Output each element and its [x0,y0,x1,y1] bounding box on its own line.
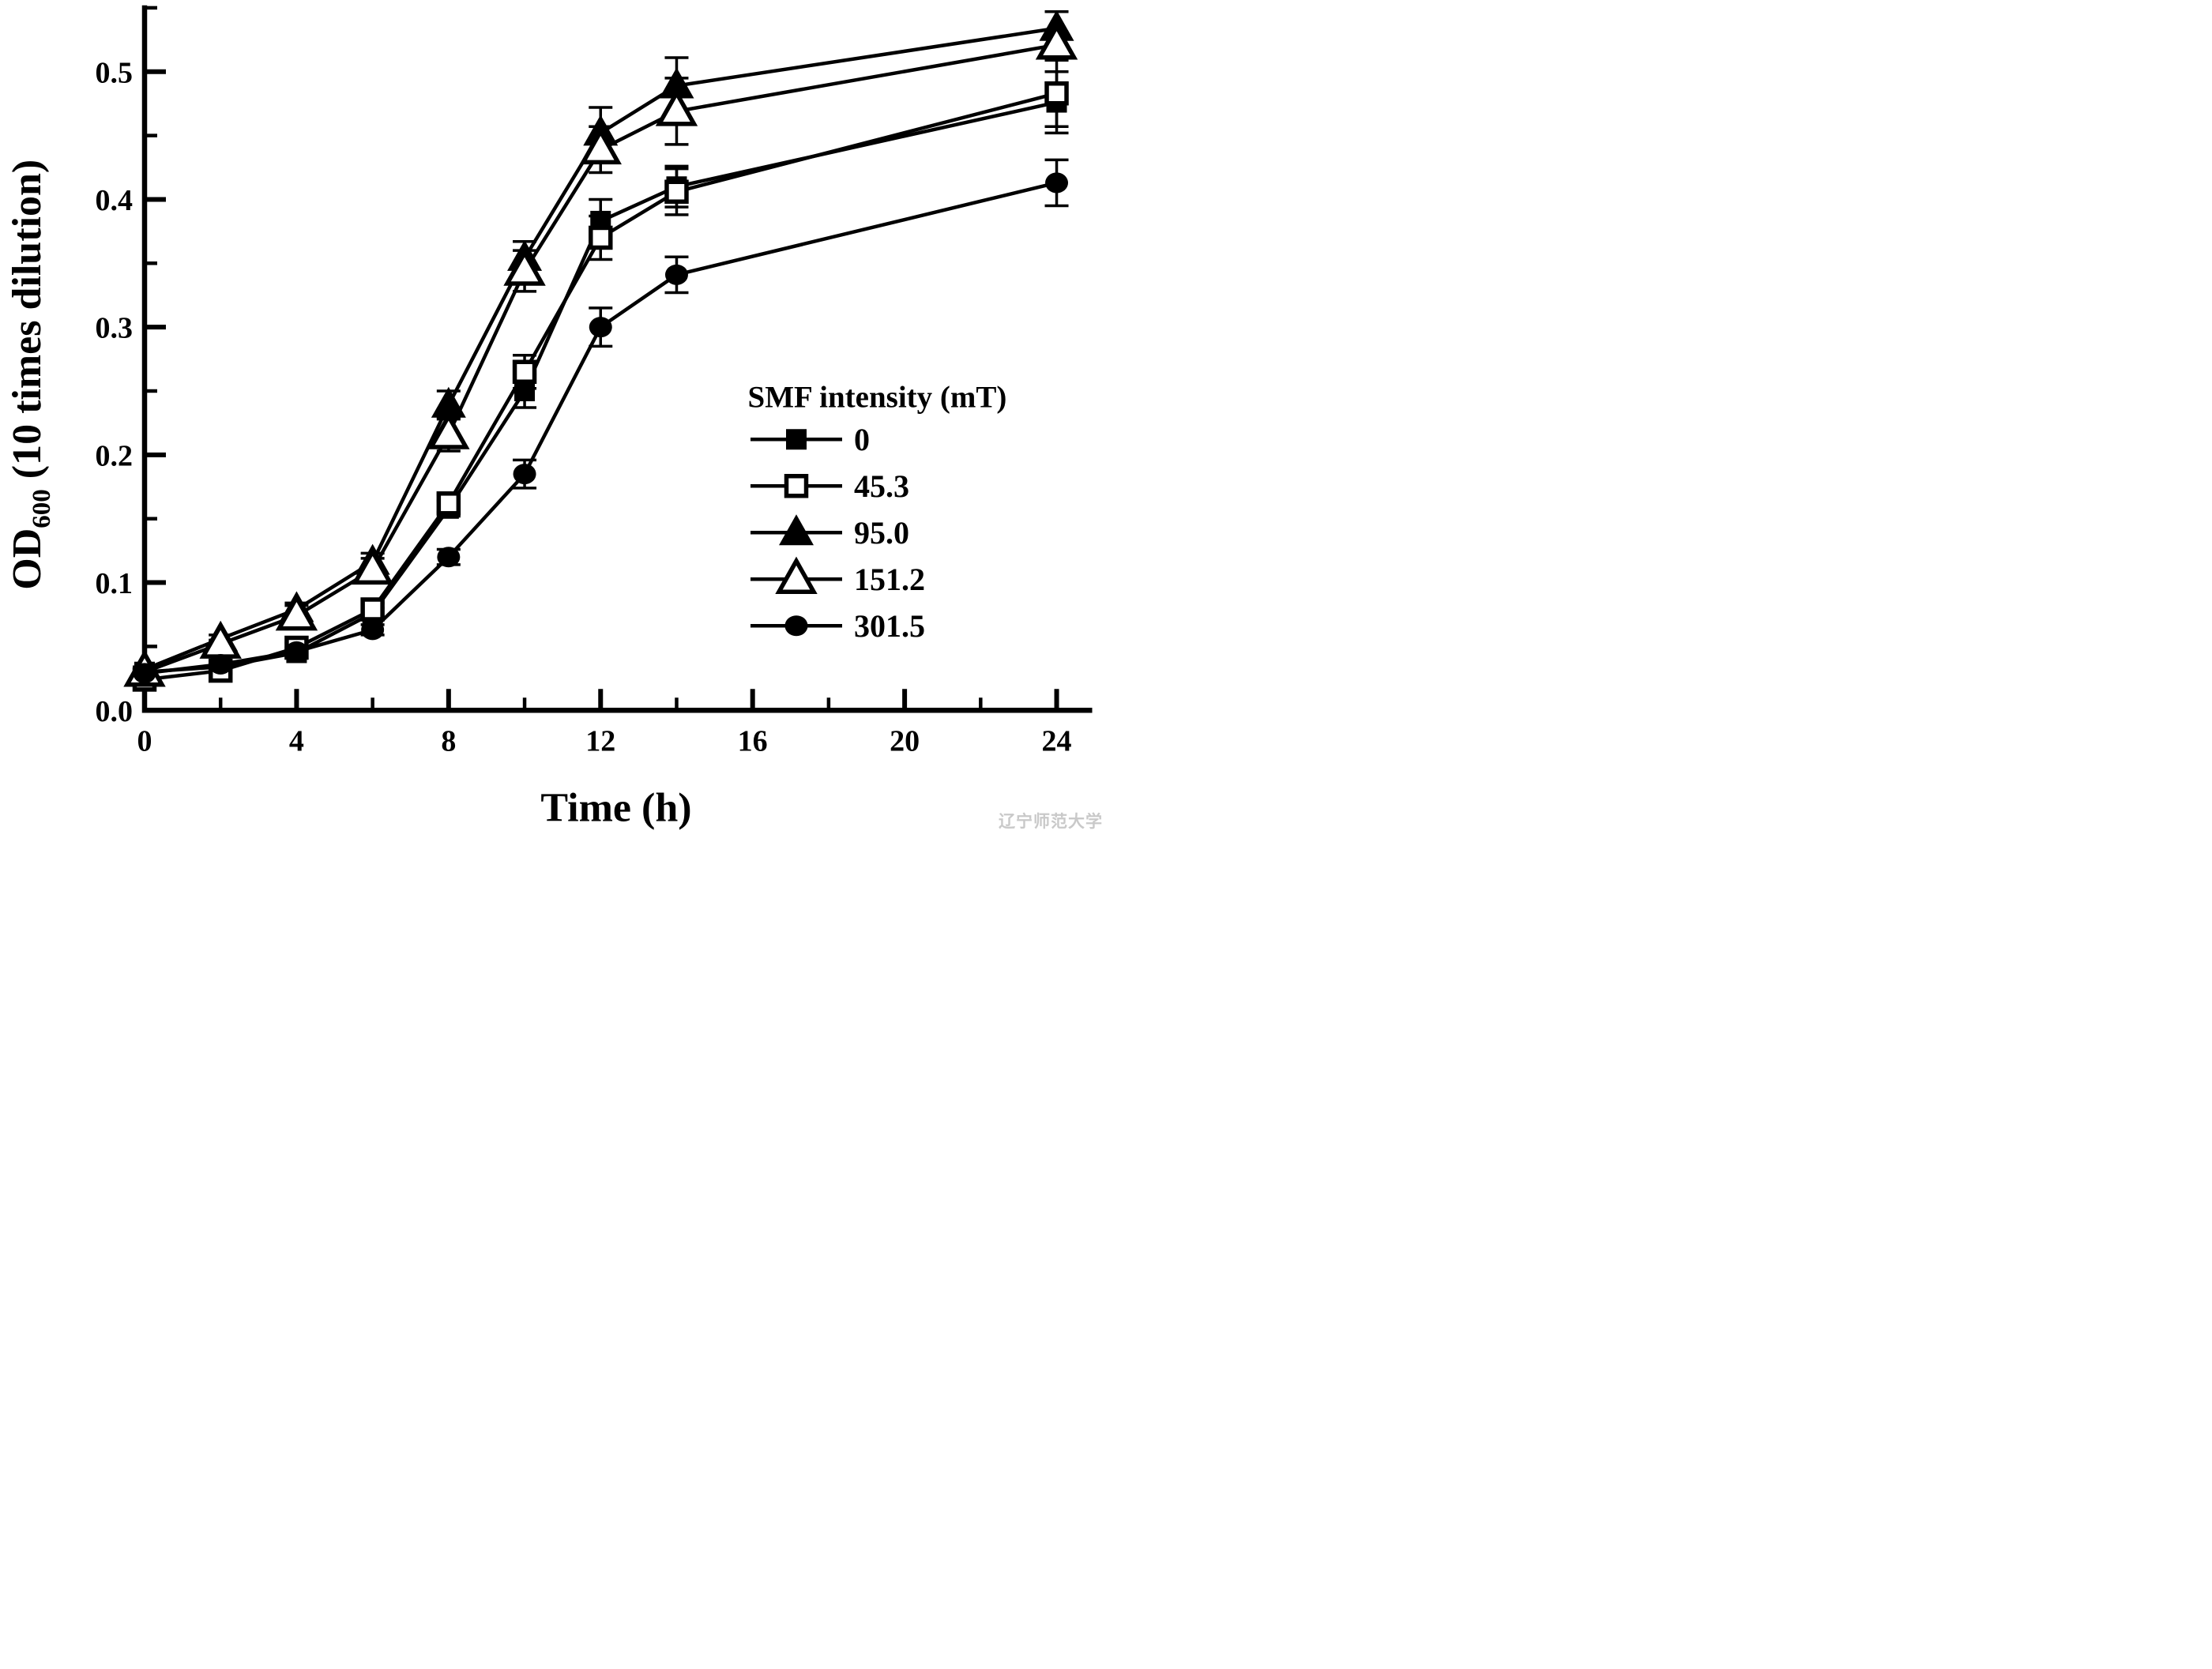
legend-label: 301.5 [854,608,925,644]
y-tick-label: 0.4 [96,184,134,217]
x-tick-label: 24 [1042,724,1072,757]
y-tick-label: 0.1 [96,567,134,600]
marker-triangle-filled [431,386,466,418]
y-tick-label: 0.2 [96,439,134,472]
marker-triangle-open [351,547,394,585]
legend-item-151.2: 151.2 [750,556,925,597]
marker-circle-filled [437,547,461,568]
marker-square-filled [514,381,536,401]
marker-square-filled [786,429,807,450]
marker-square-open [1044,81,1069,106]
y-axis-title: OD600 (10 times dilution) [5,160,56,590]
marker-square-open [512,359,537,384]
legend-label: 151.2 [854,562,925,597]
legend-item-95.0: 95.0 [750,514,909,551]
legend-label: 95.0 [854,515,909,551]
marker-circle-filled [361,619,385,641]
marker-triangle-open [427,412,470,449]
legend-label: 0 [854,422,870,457]
marker-circle-filled [209,654,232,675]
x-tick-label: 8 [441,724,456,757]
y-tick-label: 0.0 [96,695,134,728]
x-tick-label: 12 [585,724,615,757]
marker-square-open [784,474,809,498]
x-tick-label: 4 [289,724,304,757]
series-markers-layer [123,9,1078,692]
marker-circle-filled [1045,172,1069,194]
marker-triangle-open [1035,22,1078,60]
marker-triangle-filled [659,67,694,99]
marker-circle-filled [784,615,808,637]
marker-triangle-open [775,556,818,594]
marker-square-open [360,597,385,622]
marker-triangle-open [579,126,622,165]
marker-circle-filled [133,663,156,684]
x-tick-label: 20 [890,724,920,757]
series-markers-45.3 [132,81,1069,692]
marker-circle-filled [664,264,688,285]
y-tick-label: 0.5 [96,56,134,89]
legend: SMF intensity (mT) 0 45.3 95.0 151.2 301.5 [748,380,1007,644]
legend-item-301.5: 301.5 [750,608,925,644]
series-markers-301.5 [133,172,1069,684]
marker-triangle-filled [779,514,814,546]
marker-circle-filled [513,464,536,485]
marker-triangle-open [503,248,546,286]
axes: 0 4 8 12 16 20 24 0.0 0.1 0.2 0.3 0.4 0.5 [96,5,1093,757]
series-lines-layer [133,10,1069,684]
x-axis-title: Time (h) [540,785,691,830]
marker-triangle-open [275,592,318,631]
legend-item-0: 0 [750,422,870,457]
x-tick-label: 16 [738,724,768,757]
marker-square-open [436,491,461,516]
growth-curve-figure: 0 4 8 12 16 20 24 0.0 0.1 0.2 0.3 0.4 0.5 Time (h) OD6… [0,0,1106,835]
y-tick-label: 0.3 [96,312,134,345]
legend-title: SMF intensity (mT) [748,380,1007,414]
marker-circle-filled [589,317,612,338]
watermark: 辽宁师范大学 [999,812,1103,831]
x-tick-label: 0 [137,724,152,757]
marker-square-open [589,225,613,250]
legend-label: 45.3 [854,468,909,504]
marker-square-open [664,179,689,204]
growth-curve-chart: 0 4 8 12 16 20 24 0.0 0.1 0.2 0.3 0.4 0.5 Time (h) OD6… [5,5,1093,830]
legend-item-45.3: 45.3 [750,468,909,504]
marker-circle-filled [284,641,308,662]
marker-triangle-open [655,88,698,126]
